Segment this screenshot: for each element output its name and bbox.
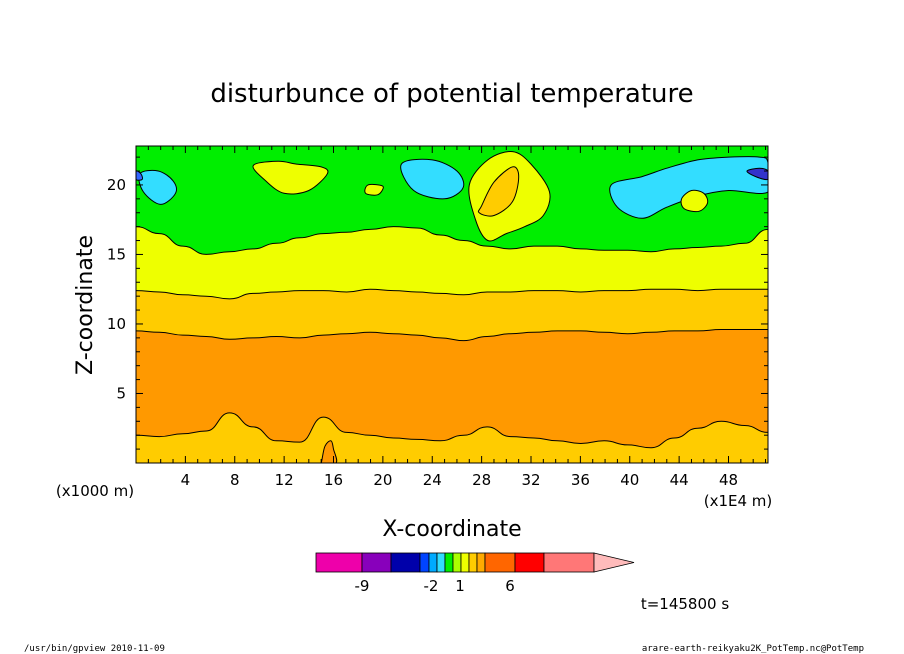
- x-tick-label: 36: [571, 471, 590, 489]
- y-axis-label: Z-coordinate: [73, 235, 98, 375]
- x-tick-label: 8: [230, 471, 240, 489]
- contour-patch-1: [136, 170, 143, 181]
- contour-fields: [136, 146, 768, 463]
- colorbar-cell: [444, 552, 454, 573]
- contour-patch-10: [317, 440, 338, 463]
- contour-line-2: [136, 288, 768, 300]
- colorbar-cell: [428, 552, 438, 573]
- contour-band-yellow: [136, 226, 768, 299]
- x-tick-label: 32: [521, 471, 540, 489]
- colorbar-cell: [436, 552, 446, 573]
- colorbar-cell: [484, 552, 516, 573]
- colorbar-cell: [361, 552, 392, 573]
- colorbar-cell: [315, 552, 363, 573]
- contour-line-3: [136, 226, 768, 255]
- x-tick-label: 12: [275, 471, 294, 489]
- colorbar-cell: [543, 552, 595, 573]
- footer-left: /usr/bin/gpview 2010-11-09: [24, 644, 165, 654]
- colorbar-cell: [390, 552, 421, 573]
- footer-right: arare-earth-reikyaku2K_PotTemp.nc@PotTem…: [642, 644, 864, 654]
- x-scale-note: (x1E4 m): [704, 492, 773, 510]
- x-tick-label: 24: [423, 471, 442, 489]
- colorbar-cell: [468, 552, 478, 573]
- contour-patch-8: [477, 166, 520, 217]
- contour-patch-6: [364, 183, 384, 196]
- contour-patch-9: [680, 189, 709, 213]
- y-tick-label: 5: [116, 384, 126, 402]
- x-axis-label: X-coordinate: [382, 517, 521, 542]
- colorbar-cell: [460, 552, 470, 573]
- colorbar-cell: [419, 552, 430, 573]
- x-tick-label: 28: [472, 471, 491, 489]
- y-tick-label: 15: [107, 245, 126, 263]
- x-tick-label: 20: [373, 471, 392, 489]
- contour-patch-4: [746, 167, 768, 181]
- y-tick-label: 20: [107, 176, 126, 194]
- colorbar-arrow: [593, 552, 635, 573]
- contour-line-1: [136, 328, 768, 342]
- plot-frame: [135, 145, 769, 464]
- colorbar-cell: [514, 552, 545, 573]
- contour-patch-0: [138, 169, 177, 205]
- x-tick-label: 44: [670, 471, 689, 489]
- x-tick-label: 48: [719, 471, 738, 489]
- chart-title: disturbunce of potential temperature: [210, 79, 693, 109]
- contour-line-0: [136, 412, 768, 449]
- contour-band-orange: [136, 329, 768, 448]
- colorbar-label: 1: [455, 577, 465, 595]
- x-tick-label: 16: [324, 471, 343, 489]
- x-tick-label: 40: [620, 471, 639, 489]
- colorbar-cell: [452, 552, 462, 573]
- colorbar-label: -9: [355, 577, 370, 595]
- colorbar-label: -2: [424, 577, 439, 595]
- x-tick-label: 4: [181, 471, 191, 489]
- plot-area: [135, 145, 769, 464]
- colorbar: -9 -2 1 6: [315, 552, 635, 595]
- contour-patch-3: [609, 156, 768, 219]
- colorbar-label: 6: [505, 577, 515, 595]
- contour-patch-2: [400, 158, 465, 200]
- contour-patch-5: [252, 160, 329, 195]
- contour-band-upper-orange: [136, 289, 768, 341]
- y-tick-label: 10: [107, 315, 126, 333]
- time-stamp: t=145800 s: [641, 595, 729, 613]
- colorbar-cell: [476, 552, 486, 573]
- y-scale-note: (x1000 m): [56, 482, 134, 500]
